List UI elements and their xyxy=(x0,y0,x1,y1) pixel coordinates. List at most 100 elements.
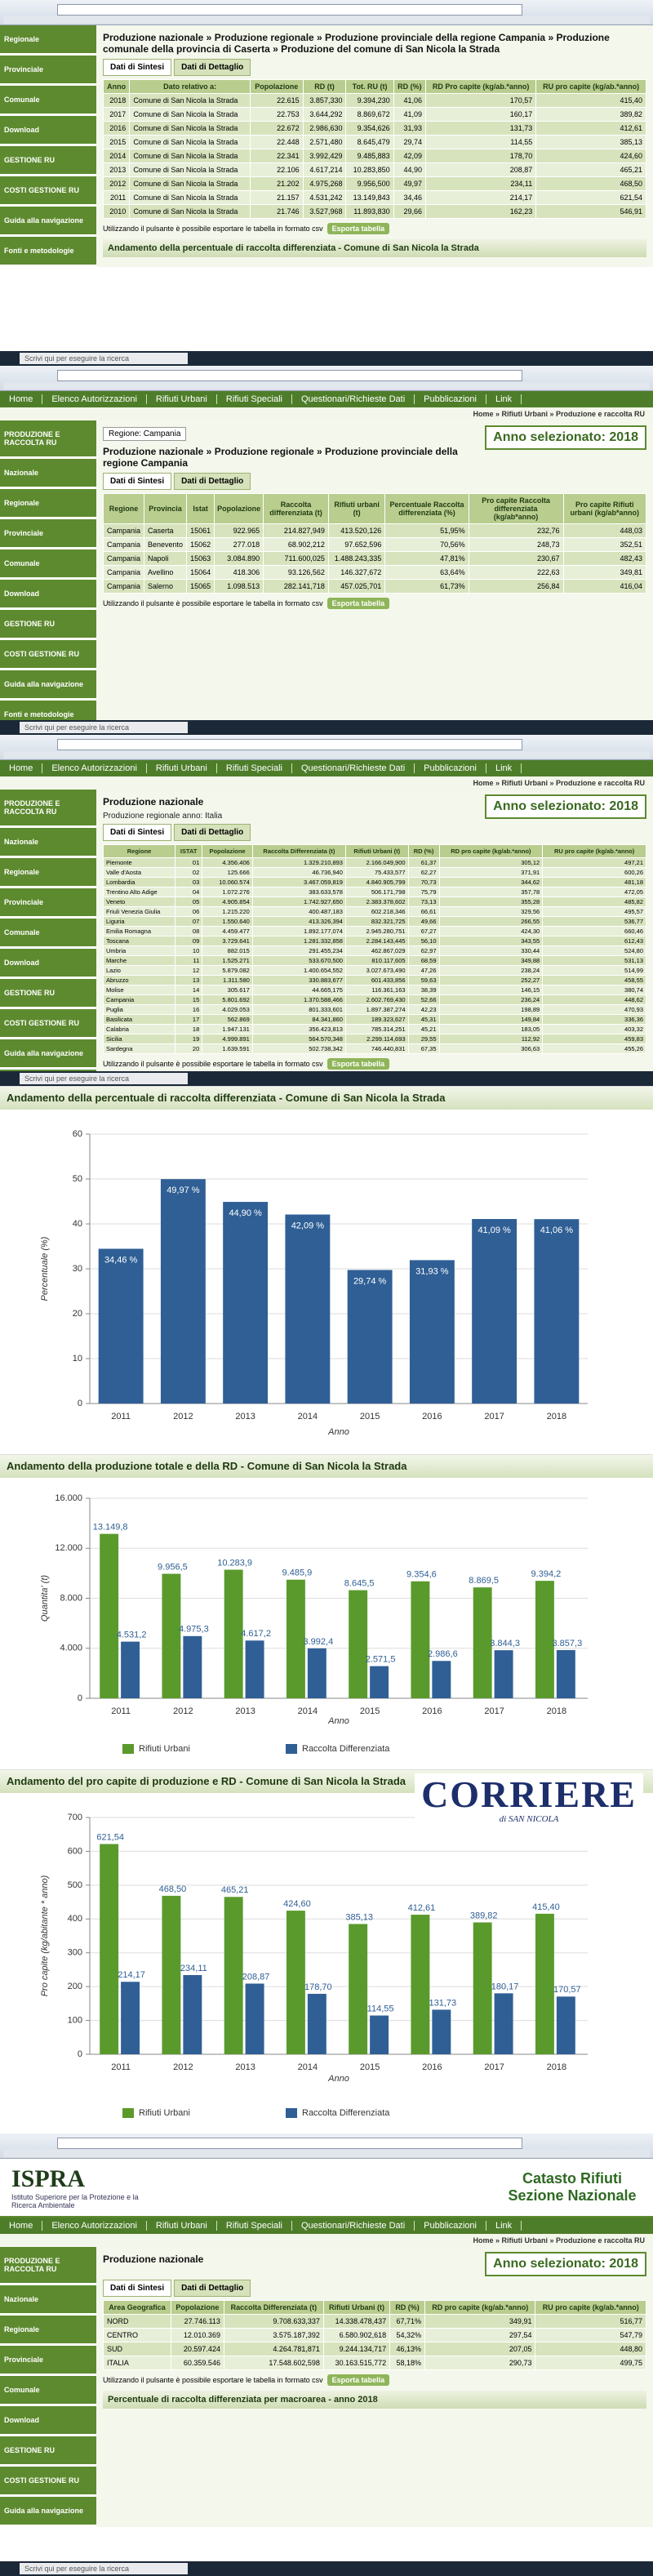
export-button[interactable]: Esporta tabella xyxy=(326,2374,390,2386)
sidebar-item[interactable]: Download xyxy=(0,580,96,610)
table-cell: 5.801.692 xyxy=(202,994,253,1005)
menu-item[interactable]: Elenco Autorizzazioni xyxy=(42,763,147,773)
table-cell: 601.433,856 xyxy=(344,975,409,985)
menu-item[interactable]: Rifiuti Urbani xyxy=(147,2221,217,2231)
tab[interactable]: Dati di Dettaglio xyxy=(174,59,251,76)
sidebar-item[interactable]: Provinciale xyxy=(0,888,96,919)
org-block: ISPRA Istituto Superiore per la Protezion… xyxy=(11,2165,150,2209)
sidebar-item[interactable]: GESTIONE RU xyxy=(0,2436,96,2467)
sidebar-item[interactable]: Nazionale xyxy=(0,459,96,489)
year-selected[interactable]: Anno selezionato: 2018 xyxy=(485,794,646,819)
sidebar-item[interactable]: COSTI GESTIONE RU xyxy=(0,1009,96,1039)
tab[interactable]: Dati di Dettaglio xyxy=(174,824,251,841)
taskbar-search[interactable]: Scrivi qui per eseguire la ricerca xyxy=(20,1073,188,1084)
menu-item[interactable]: Rifiuti Speciali xyxy=(217,2221,292,2231)
menu-item[interactable]: Home xyxy=(0,394,43,404)
sidebar-item[interactable]: Regionale xyxy=(0,858,96,888)
sidebar-item[interactable]: PRODUZIONE E RACCOLTA RU xyxy=(0,790,96,828)
table-cell: 236,24 xyxy=(438,994,544,1005)
region-select[interactable]: Regione: Campania xyxy=(103,427,187,441)
table-cell: Comune di San Nicola la Strada xyxy=(129,204,251,219)
table-cell: 2017 xyxy=(102,107,131,122)
sidebar-item[interactable]: COSTI GESTIONE RU xyxy=(0,2467,96,2497)
tab[interactable]: Dati di Sintesi xyxy=(103,824,172,841)
legend-swatch xyxy=(286,2108,297,2118)
sidebar-item[interactable]: Nazionale xyxy=(0,828,96,858)
tab[interactable]: Dati di Dettaglio xyxy=(174,473,251,490)
value-label: 31,93 % xyxy=(415,1266,449,1276)
tab[interactable]: Dati di Dettaglio xyxy=(174,2280,251,2297)
sidebar-item[interactable]: PRODUZIONE E RACCOLTA RU xyxy=(0,420,96,459)
sidebar-item[interactable]: GESTIONE RU xyxy=(0,146,96,176)
menu-item[interactable]: Rifiuti Urbani xyxy=(147,394,217,404)
menu-item[interactable]: Rifiuti Speciali xyxy=(217,394,292,404)
sidebar-item[interactable]: GESTIONE RU xyxy=(0,610,96,640)
sidebar-item[interactable]: Provinciale xyxy=(0,2346,96,2376)
menu-item[interactable]: Home xyxy=(0,763,43,773)
export-button[interactable]: Esporta tabella xyxy=(326,223,390,234)
table-cell: 3.857,330 xyxy=(302,93,347,108)
bar xyxy=(535,1913,554,2054)
sidebar-item[interactable]: Guida alla navigazione xyxy=(0,2497,96,2527)
sidebar-item[interactable]: Provinciale xyxy=(0,519,96,549)
sidebar-item[interactable]: Comunale xyxy=(0,549,96,580)
sidebar-item[interactable]: Fonti e metodologie xyxy=(0,237,96,267)
menu-item[interactable]: Link xyxy=(486,394,522,404)
sidebar-item[interactable]: Comunale xyxy=(0,2376,96,2406)
table-cell: 8.645,479 xyxy=(345,135,394,149)
tab[interactable]: Dati di Sintesi xyxy=(103,2280,172,2297)
table-row: Calabria 18 1.947.131 356.423,813 785.314,25… xyxy=(102,1024,646,1034)
sidebar-item[interactable]: Provinciale xyxy=(0,56,96,86)
sidebar-item[interactable]: PRODUZIONE E RACCOLTA RU xyxy=(0,2247,96,2285)
menu-item[interactable]: Rifiuti Speciali xyxy=(217,763,292,773)
sidebar-item[interactable]: Comunale xyxy=(0,86,96,116)
menu-item[interactable]: Elenco Autorizzazioni xyxy=(42,2221,147,2231)
taskbar: Scrivi qui per eseguire la ricerca xyxy=(0,720,653,735)
sidebar-item[interactable]: Nazionale xyxy=(0,2285,96,2316)
sidebar-item[interactable]: Guida alla navigazione xyxy=(0,207,96,237)
tab[interactable]: Dati di Sintesi xyxy=(103,473,172,490)
sidebar-item[interactable]: Download xyxy=(0,116,96,146)
sidebar-item[interactable]: Comunale xyxy=(0,919,96,949)
menu-item[interactable]: Questionari/Richieste Dati xyxy=(292,394,415,404)
menu-item[interactable]: Home xyxy=(0,2221,43,2231)
sidebar-item[interactable]: Regionale xyxy=(0,2316,96,2346)
table-cell: Sicilia xyxy=(102,1034,176,1044)
taskbar-search[interactable]: Scrivi qui per eseguire la ricerca xyxy=(20,353,188,364)
menu-item[interactable]: Pubblicazioni xyxy=(415,394,486,404)
value-label: 49,97 % xyxy=(167,1186,200,1195)
menu-item[interactable]: Link xyxy=(486,763,522,773)
sidebar-item[interactable]: Regionale xyxy=(0,25,96,56)
table-cell: 383.633,578 xyxy=(251,887,346,897)
sidebar-item[interactable]: Regionale xyxy=(0,489,96,519)
menu-item[interactable]: Pubblicazioni xyxy=(415,763,486,773)
table-cell: 1.892.177,074 xyxy=(251,926,346,937)
export-button[interactable]: Esporta tabella xyxy=(326,1058,390,1070)
taskbar-search[interactable]: Scrivi qui per eseguire la ricerca xyxy=(20,722,188,733)
table-cell: 416,04 xyxy=(562,579,646,594)
menu-item[interactable]: Link xyxy=(486,2221,522,2231)
sidebar-item[interactable]: COSTI GESTIONE RU xyxy=(0,176,96,207)
year-selected[interactable]: Anno selezionato: 2018 xyxy=(485,425,646,450)
table-cell: 468,50 xyxy=(535,176,646,191)
menu-item[interactable]: Elenco Autorizzazioni xyxy=(42,394,147,404)
sidebar-item[interactable]: Guida alla navigazione xyxy=(0,1039,96,1070)
sidebar-item[interactable]: Download xyxy=(0,949,96,979)
table-cell: 1.947.131 xyxy=(202,1024,253,1034)
sidebar-item[interactable]: Guida alla navigazione xyxy=(0,670,96,701)
sidebar-item[interactable]: Download xyxy=(0,2406,96,2436)
menu-item[interactable]: Questionari/Richieste Dati xyxy=(292,2221,415,2231)
tab[interactable]: Dati di Sintesi xyxy=(103,59,172,76)
export-button[interactable]: Esporta tabella xyxy=(326,598,390,609)
table-cell: 03 xyxy=(175,877,203,888)
menu-item[interactable]: Rifiuti Urbani xyxy=(147,763,217,773)
year-selected[interactable]: Anno selezionato: 2018 xyxy=(485,2252,646,2276)
table-cell: 29,74 xyxy=(393,135,427,149)
table-cell: 17.548.602,598 xyxy=(223,2356,324,2370)
menu-item[interactable]: Pubblicazioni xyxy=(415,2221,486,2231)
sidebar-item[interactable]: GESTIONE RU xyxy=(0,979,96,1009)
table-cell: 20 xyxy=(175,1043,203,1054)
sidebar-item[interactable]: COSTI GESTIONE RU xyxy=(0,640,96,670)
menu-item[interactable]: Questionari/Richieste Dati xyxy=(292,763,415,773)
taskbar-search[interactable]: Scrivi qui per eseguire la ricerca xyxy=(20,2563,188,2574)
